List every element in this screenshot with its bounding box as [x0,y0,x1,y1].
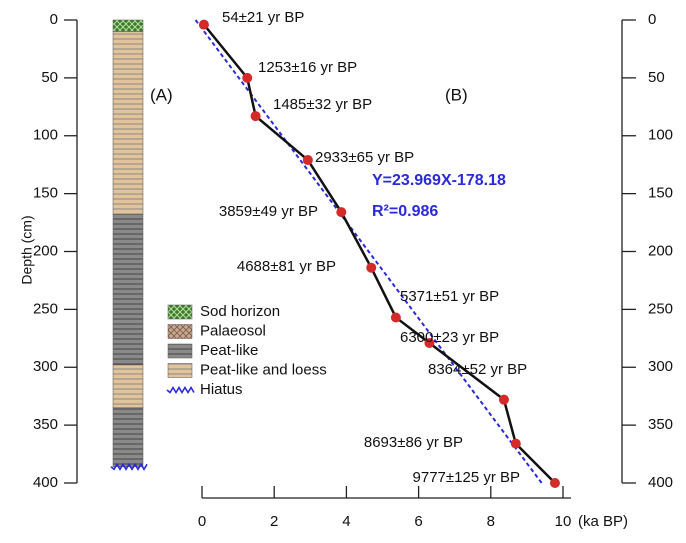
regression-r2: R²=0.986 [372,203,438,220]
x-tick-label: 4 [342,513,350,530]
data-label: 1485±32 yr BP [273,96,372,113]
y-tick-label: 200 [648,242,673,259]
data-label: 2933±65 yr BP [315,149,414,166]
data-label: 6300±23 yr BP [400,329,499,346]
legend-label: Peat-like [200,342,258,359]
data-point [549,478,560,488]
panel-label: (B) [445,85,468,104]
y-tick-label: 250 [33,300,58,317]
data-point [510,438,521,449]
regression-equation: Y=23.969X-178.18 [372,172,506,189]
data-label: 8364±52 yr BP [428,361,527,378]
y-tick-label: 350 [648,416,673,433]
data-point [424,337,435,348]
data-point [390,312,401,323]
legend-swatch [166,385,195,395]
y-tick-label: 300 [33,358,58,375]
data-label: 1253±16 yr BP [258,59,357,76]
legend-label: Hiatus [200,381,243,398]
y-tick-label: 250 [648,300,673,317]
y-tick-label: 400 [648,474,673,491]
data-point [336,207,347,218]
y-tick-label: 300 [648,358,673,375]
y-tick-label: 0 [50,11,58,28]
legend-swatch [167,343,193,359]
x-tick-label: 8 [487,513,495,530]
y-tick-label: 400 [33,474,58,491]
y-tick-label: 150 [648,185,673,202]
y-tick-label: 150 [33,185,58,202]
y-tick-label: 100 [648,127,673,144]
data-point [242,72,253,83]
x-tick-label: 10 [555,513,572,530]
x-tick-label: 2 [270,513,278,530]
data-point [366,262,377,273]
regression-line [194,19,543,484]
lithology-layer [112,19,144,32]
data-line [202,23,556,484]
legend-label: Sod horizon [200,303,280,320]
legend-swatch [167,324,193,339]
data-label: 54±21 yr BP [222,9,304,26]
y-tick-label: 100 [33,127,58,144]
y-tick-label: 50 [41,69,58,86]
lithology-layer [112,407,144,468]
hiatus-mark [110,462,148,471]
legend-swatch [167,304,193,320]
panel-label: (A) [150,85,173,104]
data-point [498,394,509,405]
y-tick-label: 350 [33,416,58,433]
legend-label: Peat-like and loess [200,361,327,378]
data-label: 8693±86 yr BP [364,434,463,451]
y-tick-label: 200 [33,242,58,259]
data-point [250,111,261,122]
legend-label: Palaeosol [200,322,266,339]
y-axis-title: Depth (cm) [19,215,35,284]
data-label: 4688±81 yr BP [237,258,336,275]
lithology-layer [112,214,144,366]
data-point [302,155,313,166]
data-point [198,19,209,30]
lithology-layer [112,364,144,409]
y-tick-label: 0 [648,11,656,28]
x-axis-title: (ka BP) [578,513,628,530]
x-tick-label: 6 [414,513,422,530]
data-label: 9777±125 yr BP [413,469,520,486]
x-tick-label: 0 [198,513,206,530]
lithology-layer [112,31,144,215]
data-label: 5371±51 yr BP [400,288,499,305]
legend-swatch [167,363,193,378]
data-label: 3859±49 yr BP [219,203,318,220]
y-tick-label: 50 [648,69,665,86]
